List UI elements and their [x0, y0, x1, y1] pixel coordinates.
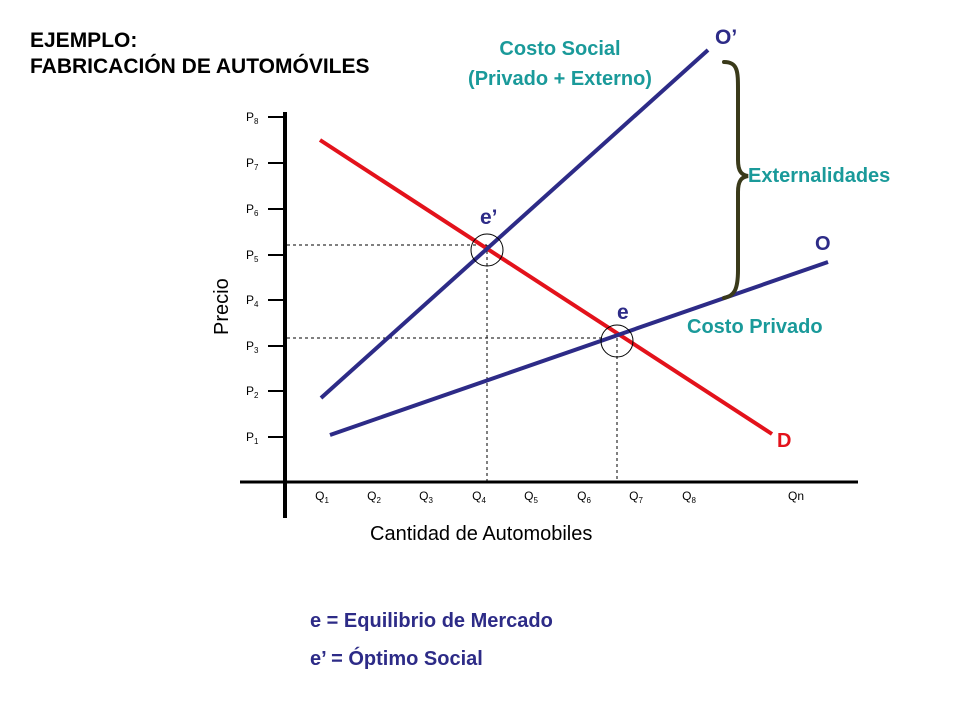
private-cost-curve-name: O [815, 233, 831, 255]
social-cost-curve-name: O’ [715, 26, 737, 49]
y-tick-label: P4 [246, 293, 259, 309]
x-tick-label: Q6 [577, 489, 591, 505]
y-tick-label: P3 [246, 339, 259, 355]
x-tick-label: Q3 [419, 489, 433, 505]
legend-line-1: e = Equilibrio de Mercado [310, 610, 553, 632]
demand-curve [318, 138, 774, 436]
private-cost-label: Costo Privado [687, 316, 823, 338]
social-optimum-marker [470, 233, 504, 267]
y-tick-label: P7 [246, 156, 259, 172]
externalities-label: Externalidades [748, 165, 890, 187]
x-axis-label: Cantidad de Automobiles [370, 523, 592, 545]
social-cost-curve [319, 48, 710, 400]
y-tick-label: P1 [246, 430, 259, 446]
y-tick-label: P8 [246, 110, 259, 126]
private-cost-curve [329, 260, 829, 437]
title-line-2: FABRICACIÓN DE AUTOMÓVILES [30, 55, 370, 78]
x-tick-label: Q5 [524, 489, 538, 505]
x-tick-label: Q8 [682, 489, 696, 505]
externalities-brace [722, 60, 749, 300]
diagram-title: EJEMPLO: FABRICACIÓN DE AUTOMÓVILES [30, 28, 370, 80]
y-tick-label: P5 [246, 248, 259, 264]
x-tick-label: Q2 [367, 489, 381, 505]
market-equilibrium-marker [600, 324, 634, 358]
social-optimum-label: e’ [480, 206, 498, 229]
x-tick-group: Q1 Q2 Q3 Q4 Q5 Q6 Q7 Q8 Qn [315, 489, 804, 505]
y-tick-label: P2 [246, 384, 259, 400]
legend-line-2: e’ = Óptimo Social [310, 648, 483, 670]
y-tick-label: P6 [246, 202, 259, 218]
social-cost-label-1: Costo Social [499, 38, 620, 60]
x-tick-label: Qn [788, 489, 804, 503]
x-tick-label: Q1 [315, 489, 329, 505]
y-tick-group: P8 P7 P6 P5 P4 P3 P2 P1 [246, 110, 285, 446]
x-tick-label: Q7 [629, 489, 643, 505]
y-axis-label: Precio [211, 278, 233, 335]
x-tick-label: Q4 [472, 489, 486, 505]
market-equilibrium-label: e [617, 301, 629, 324]
demand-curve-name: D [777, 430, 791, 452]
title-line-1: EJEMPLO: [30, 29, 138, 52]
social-cost-label-2: (Privado + Externo) [468, 68, 652, 90]
